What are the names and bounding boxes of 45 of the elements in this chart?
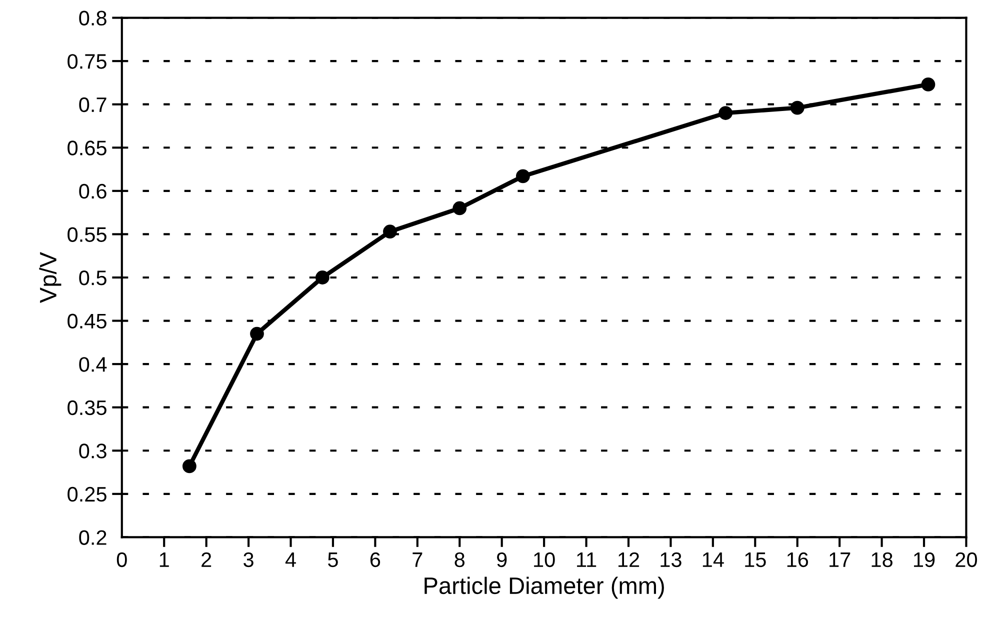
point <box>383 224 397 239</box>
x-tick-label: 20 <box>956 552 977 568</box>
y-tick-label: 0.8 <box>79 10 106 26</box>
y-tick-label: 0.55 <box>68 227 106 242</box>
point <box>718 106 733 120</box>
point <box>921 77 936 92</box>
x-tick-label: 13 <box>660 552 682 568</box>
point <box>250 326 264 341</box>
x-tick-label: 6 <box>370 552 380 568</box>
point <box>315 270 330 284</box>
x-tick-label: 19 <box>914 552 935 568</box>
y-tick-label: 0.35 <box>68 400 106 416</box>
x-tick-label: 14 <box>702 552 724 567</box>
y-tick-label: 0.2 <box>79 530 106 545</box>
x-tick-label: 0 <box>116 552 127 568</box>
y-tick-label: 0.25 <box>68 486 106 502</box>
y-tick-label: 0.45 <box>68 314 106 329</box>
x-tick-label: 15 <box>745 552 766 568</box>
x-tick-label: 9 <box>497 552 507 568</box>
x-tick-label: 12 <box>618 552 640 567</box>
y-tick-label: 0.6 <box>79 184 106 199</box>
x-tick-label: 2 <box>202 552 212 567</box>
point <box>790 100 804 115</box>
y-tick-label: 0.65 <box>68 140 106 156</box>
x-tick-label: 10 <box>534 552 555 568</box>
x-tick-label: 5 <box>328 552 338 568</box>
point <box>516 169 530 184</box>
x-tick-label: 11 <box>577 552 596 567</box>
x-tick-label: 7 <box>412 552 422 567</box>
x-tick-label: 16 <box>787 552 808 568</box>
y-tick-label: 0.75 <box>68 54 106 69</box>
x-tick-label: 3 <box>244 552 254 568</box>
point <box>452 201 467 216</box>
point <box>182 459 196 474</box>
y-tick-label: 0.4 <box>79 357 107 372</box>
y-axis-title: Vp/V <box>39 252 62 303</box>
y-tick-label: 0.5 <box>79 270 106 286</box>
x-tick-label: 8 <box>454 552 465 568</box>
y-tick-label: 0.3 <box>79 444 106 458</box>
x-tick-label: 4 <box>285 552 296 567</box>
y-tick-label: 0.7 <box>79 97 106 112</box>
x-axis-title: Particle Diameter (mm) <box>424 576 664 599</box>
x-tick-label: 1 <box>160 552 169 567</box>
x-tick-label: 17 <box>830 552 850 567</box>
x-tick-label: 18 <box>872 552 892 568</box>
